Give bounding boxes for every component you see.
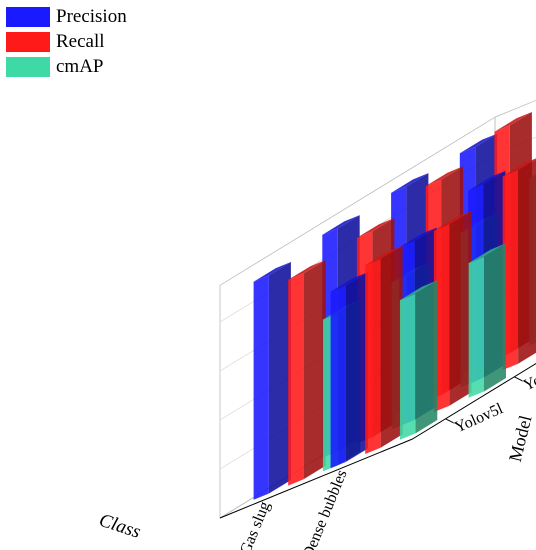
model-tick-label: Yolov5l — [452, 400, 506, 436]
bar-recall-yolov5l — [288, 260, 326, 486]
bars-group — [253, 112, 536, 500]
bar-top — [391, 173, 429, 193]
bar-front — [399, 293, 416, 440]
bar-top — [330, 272, 368, 292]
x-axis-title: Class — [96, 510, 143, 543]
bar-side — [345, 272, 368, 462]
bar-top — [494, 112, 532, 132]
class-tick-label: Gas slug — [237, 499, 274, 550]
bar-side — [380, 245, 403, 448]
bar-top — [433, 210, 472, 231]
bar-top — [288, 260, 326, 280]
class-tick-label: Dense bubbles — [300, 467, 351, 550]
bar-side — [268, 262, 291, 494]
bar-cmap-yolov5l — [399, 280, 438, 440]
bar-top — [253, 262, 291, 282]
bar-top — [459, 133, 498, 154]
legend-swatch-recall — [6, 31, 50, 52]
bar-recall-yolov5m — [433, 210, 472, 412]
legend-item-precision: Precision — [6, 4, 127, 29]
y-tick — [514, 376, 523, 382]
legend-item-cmap: cmAP — [6, 54, 127, 79]
x-axis-line — [219, 438, 413, 519]
legend-label-precision: Precision — [56, 5, 127, 27]
bar-cmap-yolov5m — [468, 243, 506, 398]
bar-front — [365, 259, 381, 454]
bar-side — [415, 280, 438, 434]
bar-front — [253, 275, 269, 500]
bar-top — [322, 215, 360, 235]
bar-front — [288, 273, 304, 486]
model-tick-label: Yolov5m — [521, 355, 536, 395]
y-axis-line — [412, 362, 536, 440]
bar-top — [365, 245, 403, 266]
bar-top — [399, 280, 438, 301]
bar-top — [468, 243, 506, 263]
bar-precision-yolov5l — [330, 272, 368, 469]
bar-front — [502, 170, 519, 370]
bar-side — [449, 210, 472, 406]
y-tick — [445, 418, 454, 424]
y-axis-title: Model — [505, 413, 536, 463]
bar-recall-yolov5s — [502, 158, 536, 370]
bar-side — [484, 243, 506, 392]
bar-front — [330, 285, 346, 469]
bar-precision-yolov5l — [253, 262, 291, 500]
bar-front — [468, 256, 484, 398]
bar-top — [502, 158, 536, 177]
bar-top — [356, 218, 395, 238]
legend-item-recall: Recall — [6, 29, 127, 54]
legend-swatch-precision — [6, 6, 50, 27]
bar-side — [518, 159, 536, 364]
legend: Precision Recall cmAP — [6, 4, 127, 79]
bar-top — [399, 227, 437, 248]
legend-label-cmap: cmAP — [56, 55, 104, 77]
bar-top — [468, 170, 506, 191]
bar-recall-yolov5l — [365, 245, 403, 454]
legend-label-recall: Recall — [56, 30, 105, 52]
legend-swatch-cmap — [6, 56, 50, 77]
bar-front — [433, 224, 450, 412]
bar-top — [425, 166, 464, 186]
bar-side — [303, 260, 326, 480]
